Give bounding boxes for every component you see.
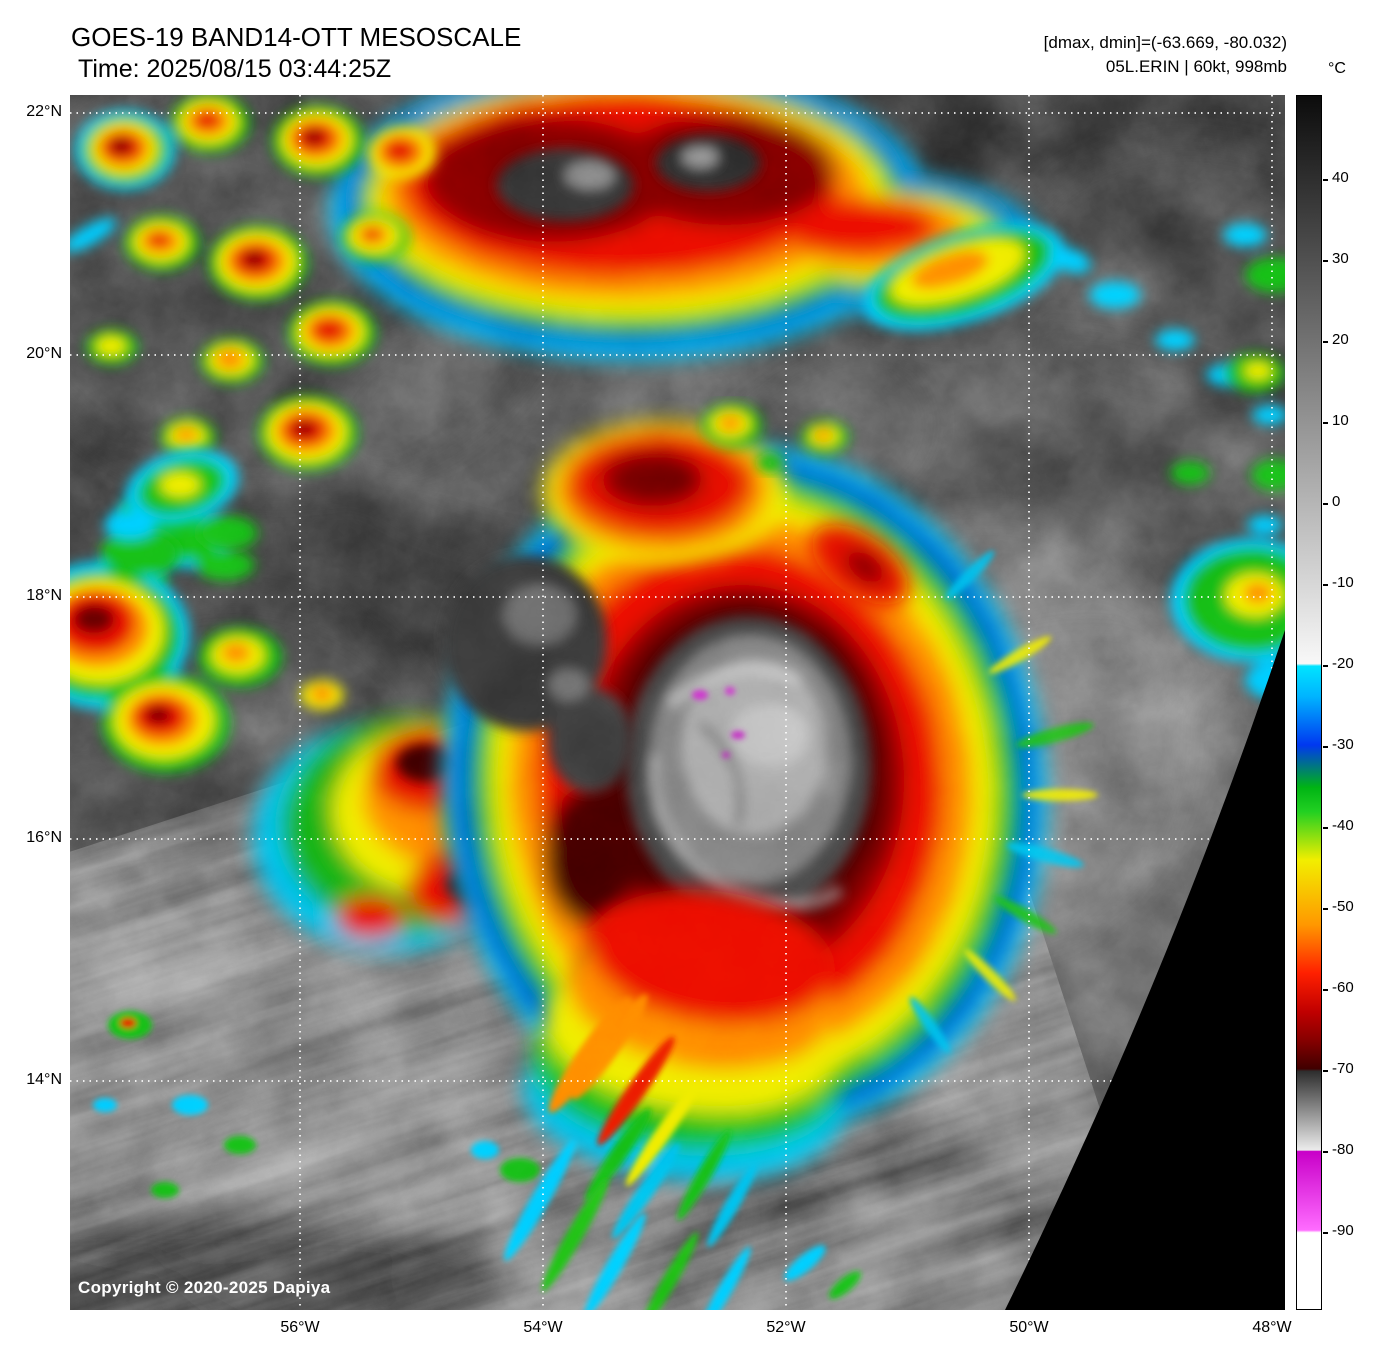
colorbar-tick-label: 20 [1332,331,1349,348]
colorbar-tick-label: -20 [1332,655,1354,672]
colorbar-tick-label: -10 [1332,574,1354,591]
colorbar-tick [1323,1232,1328,1234]
colorbar-tick-label: 30 [1332,250,1349,267]
colorbar-tick [1323,584,1328,586]
colorbar-tick-label: -70 [1332,1060,1354,1077]
colorbar-tick-label: -40 [1332,817,1354,834]
colorbar-tick [1323,341,1328,343]
colorbar-tick-label: 0 [1332,493,1341,510]
colorbar-tick [1323,827,1328,829]
colorbar-tick-label: -30 [1332,736,1354,753]
lon-label: 52°W [766,1319,806,1336]
timestamp-label: Time: 2025/08/15 03:44:25Z [78,55,392,83]
lon-label: 48°W [1252,1319,1292,1336]
colorbar-tick [1323,989,1328,991]
colorbar-tick [1323,1070,1328,1072]
colorbar-tick-label: 40 [1332,169,1349,186]
satellite-map-image [70,95,1285,1310]
colorbar-unit-label: °C [1328,60,1346,77]
colorbar-tick [1323,908,1328,910]
colorbar-tick-label: -80 [1332,1141,1354,1158]
colorbar-tick [1323,665,1328,667]
no-data-wedge [1005,630,1285,1310]
colorbar-tick-label: 10 [1332,412,1349,429]
storm-info-label: 05L.ERIN | 60kt, 998mb [1105,57,1287,76]
page-title: GOES-19 BAND14-OTT MESOSCALE [71,22,522,52]
lat-label: 20°N [26,345,62,362]
colorbar-tick [1323,503,1328,505]
lon-label: 56°W [280,1319,320,1336]
latlon-grid [70,95,1285,1310]
lat-label: 14°N [26,1071,62,1088]
lat-label: 16°N [26,829,62,846]
colorbar-tick-label: -60 [1332,979,1354,996]
dmax-dmin-readout: [dmax, dmin]=(-63.669, -80.032) [1043,33,1287,52]
colorbar-tick-label: -50 [1332,898,1354,915]
copyright-watermark: Copyright © 2020-2025 Dapiya [78,1278,331,1297]
satellite-map-frame: Copyright © 2020-2025 Dapiya [70,95,1285,1310]
colorbar-tick [1323,1151,1328,1153]
colorbar-tick [1323,260,1328,262]
colorbar [1296,95,1322,1310]
colorbar-tick-label: -90 [1332,1222,1354,1239]
colorbar-tick [1323,179,1328,181]
lat-label: 18°N [26,587,62,604]
lat-label: 22°N [26,103,62,120]
colorbar-tick [1323,746,1328,748]
lon-label: 54°W [523,1319,563,1336]
lon-label: 50°W [1009,1319,1049,1336]
colorbar-tick [1323,422,1328,424]
